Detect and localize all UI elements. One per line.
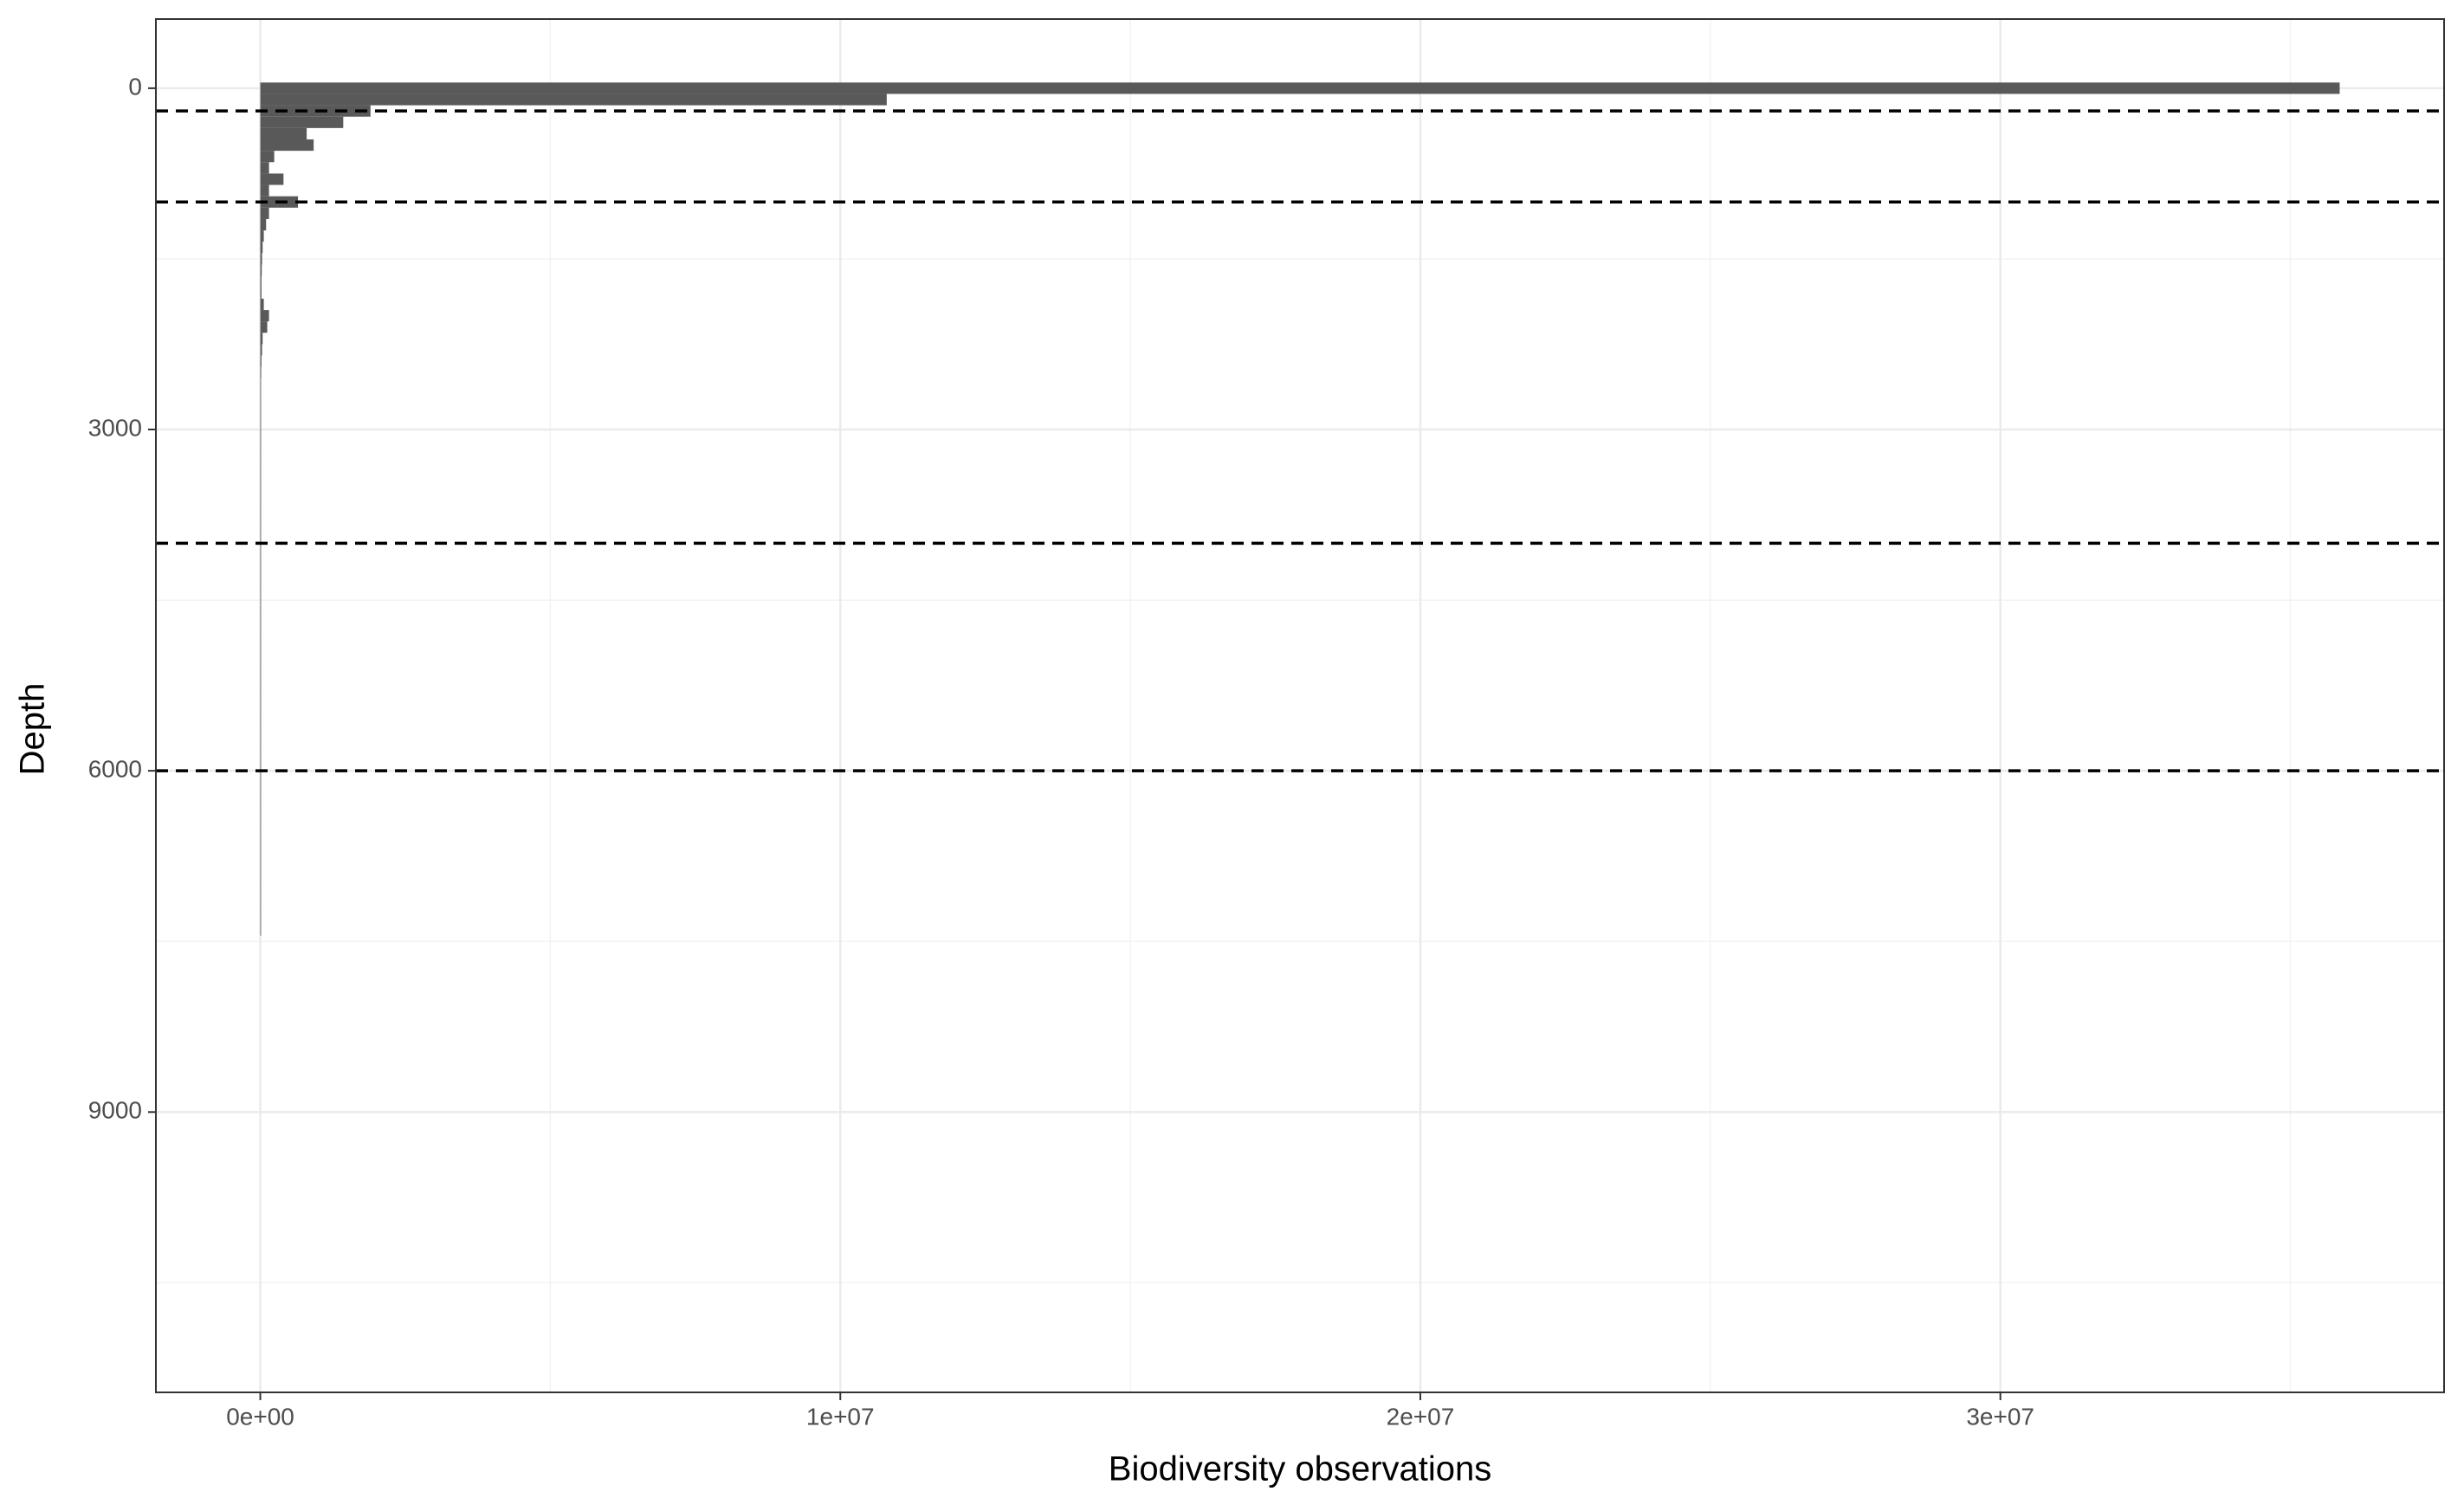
bar <box>260 242 263 254</box>
bar <box>260 617 262 629</box>
bar <box>260 742 262 754</box>
bar <box>260 594 262 606</box>
bar <box>260 457 262 469</box>
bar <box>260 412 262 424</box>
bar <box>260 366 262 378</box>
bar <box>260 548 262 561</box>
bar <box>260 571 262 584</box>
bar <box>260 94 887 106</box>
bar <box>260 298 264 311</box>
bar <box>260 468 262 481</box>
bar <box>260 207 269 219</box>
bar <box>260 833 262 845</box>
bar <box>260 321 268 333</box>
bar <box>260 776 262 788</box>
bar <box>260 822 262 834</box>
bar <box>260 856 262 868</box>
bar <box>260 287 262 299</box>
bar <box>260 184 269 197</box>
bar <box>260 651 262 663</box>
bar <box>260 810 262 823</box>
bar <box>260 753 262 765</box>
bar <box>260 230 264 242</box>
x-tick-label: 0e+00 <box>226 1403 294 1430</box>
bar <box>260 173 284 185</box>
x-tick-label: 2e+07 <box>1387 1403 1455 1430</box>
x-axis-title: Biodiversity observations <box>1109 1450 1491 1488</box>
x-tick-label: 1e+07 <box>806 1403 875 1430</box>
bar <box>260 116 344 128</box>
bar <box>260 127 307 139</box>
bar <box>260 275 262 287</box>
x-tick-label: 3e+07 <box>1966 1403 2034 1430</box>
bar <box>260 560 262 572</box>
bar <box>260 333 263 345</box>
bar <box>260 446 262 458</box>
bar <box>260 139 314 152</box>
bar <box>260 605 262 617</box>
bar <box>260 890 262 902</box>
bar <box>260 435 262 447</box>
bar <box>260 662 262 675</box>
bar <box>260 731 262 743</box>
bar <box>260 628 262 641</box>
bar <box>260 378 262 391</box>
bar <box>260 640 262 652</box>
bar <box>260 344 262 356</box>
bar <box>260 423 262 436</box>
bar <box>260 913 262 925</box>
bar <box>260 844 262 856</box>
bar <box>260 401 262 413</box>
bar <box>260 787 262 799</box>
bar <box>260 264 262 276</box>
bar <box>260 481 262 493</box>
bar <box>260 492 262 504</box>
bar <box>260 674 262 686</box>
bar <box>260 253 262 265</box>
bar <box>260 798 262 811</box>
bar <box>260 707 262 720</box>
bar <box>260 878 262 891</box>
y-tick-label: 6000 <box>88 756 142 783</box>
y-tick-label: 9000 <box>88 1097 142 1124</box>
bar <box>260 514 262 526</box>
bar <box>260 162 269 174</box>
bar <box>260 218 267 231</box>
bar <box>260 310 269 322</box>
bar <box>260 924 262 936</box>
bar <box>260 720 262 732</box>
bar <box>260 696 262 708</box>
y-axis-title: Depth <box>14 683 52 776</box>
bar <box>260 503 262 515</box>
panel-border <box>155 18 2445 1393</box>
y-tick-label: 3000 <box>88 414 142 441</box>
bar <box>260 355 262 367</box>
bar <box>260 685 262 697</box>
bar <box>260 82 2340 94</box>
bar <box>260 901 262 914</box>
bar <box>260 526 262 538</box>
bar <box>260 583 262 595</box>
y-tick-label: 0 <box>128 73 142 100</box>
bar <box>260 390 262 402</box>
bar <box>260 867 262 879</box>
bar <box>260 151 275 163</box>
